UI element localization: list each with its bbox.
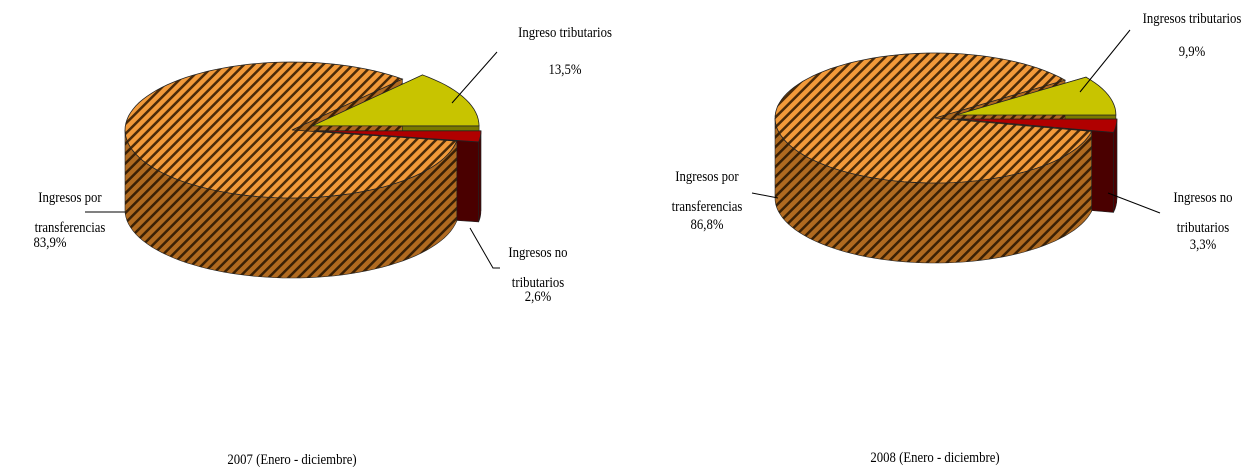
category-label: Ingresos por transferencias [671, 169, 743, 215]
category-label: Ingreso tributarios [518, 25, 612, 41]
leader-line [751, 192, 779, 199]
value-label: 86,8% [690, 217, 724, 233]
chart-title: 2008 (Enero - diciembre) [870, 450, 1000, 466]
category-label: Ingresos no tributarios [1173, 190, 1233, 236]
leader-line [451, 51, 498, 104]
slice-side [478, 130, 482, 223]
value-label: 2,6% [524, 289, 552, 305]
category-label: Ingresos por transferencias [34, 190, 106, 236]
slice [311, 74, 480, 127]
slice [955, 76, 1117, 116]
leader-line [1079, 29, 1131, 93]
slice [774, 52, 1093, 184]
value-label: 3,3% [1189, 237, 1217, 253]
slice [124, 61, 458, 199]
slice [956, 118, 1118, 133]
value-label: 83,9% [33, 235, 67, 251]
category-label: Ingresos tributarios [1142, 11, 1242, 27]
value-label: 9,9% [1178, 44, 1206, 60]
slice-side [1113, 118, 1118, 213]
category-label: Ingresos no tributarios [508, 245, 568, 291]
chart-title: 2007 (Enero - diciembre) [227, 452, 357, 467]
slice [313, 130, 482, 143]
value-label: 13,5% [548, 62, 582, 78]
leader-line [1107, 192, 1161, 214]
leader-line [469, 227, 500, 269]
